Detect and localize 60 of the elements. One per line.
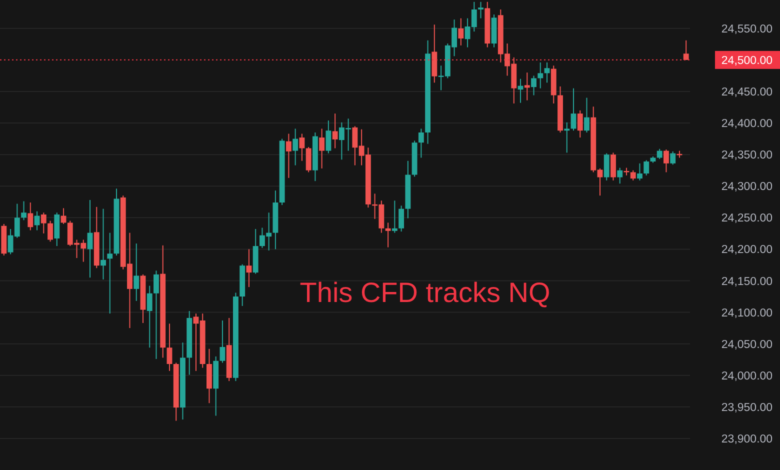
- candlestick: [617, 167, 623, 184]
- candlestick: [531, 75, 536, 96]
- y-tick-label: 24,250.00: [721, 212, 773, 225]
- candlestick: [577, 110, 583, 138]
- candlestick: [166, 323, 172, 372]
- candlestick: [332, 113, 338, 149]
- candlestick: [87, 199, 93, 278]
- candlestick: [570, 88, 576, 132]
- candlestick: [319, 128, 325, 169]
- candlestick: [644, 160, 650, 176]
- candlestick: [306, 146, 312, 173]
- candlestick: [54, 212, 60, 247]
- candlestick: [544, 62, 550, 84]
- candlestick: [656, 148, 662, 160]
- y-tick-label: 24,550.00: [721, 23, 773, 36]
- candlestick: [478, 1, 484, 19]
- candlestick: [107, 232, 113, 314]
- candlestick: [28, 202, 34, 231]
- candlestick: [326, 120, 332, 154]
- y-tick-label: 24,050.00: [721, 338, 773, 351]
- candlestick: [299, 133, 305, 162]
- candlestick: [292, 128, 298, 166]
- candlestick: [604, 152, 610, 181]
- candlestick: [134, 243, 140, 302]
- y-tick-label: 24,100.00: [721, 307, 773, 320]
- candlestick: [40, 212, 46, 234]
- candlestick: [392, 200, 398, 234]
- candlestick: [246, 248, 252, 288]
- candlestick: [154, 270, 159, 360]
- candlestick: [664, 149, 669, 173]
- candlestick: [146, 285, 152, 348]
- candlestick: [524, 72, 530, 101]
- y-tick-label: 24,350.00: [721, 150, 773, 162]
- y-tick-label: 24,300.00: [721, 181, 773, 194]
- candlestick: [630, 170, 636, 181]
- candlestick: [21, 200, 26, 221]
- candlestick: [458, 18, 464, 46]
- candlestick: [564, 122, 570, 154]
- candlestick: [584, 97, 590, 133]
- candlestick: [286, 133, 292, 178]
- candlestick: [637, 162, 642, 181]
- y-tick-label: 24,150.00: [721, 276, 773, 288]
- candlestick: [385, 222, 391, 248]
- ref-line-label: 24,500.00: [721, 54, 773, 67]
- y-tick-label: 24,000.00: [721, 370, 773, 382]
- candlestick: [610, 152, 616, 181]
- y-tick-label: 23,950.00: [721, 402, 773, 414]
- y-tick-label: 24,450.00: [721, 86, 773, 98]
- y-tick-label: 24,200.00: [721, 244, 773, 256]
- candlestick: [670, 150, 676, 166]
- annotation: This CFD tracks NQ: [300, 277, 550, 308]
- candlestick: [538, 62, 544, 89]
- candlestick: [418, 128, 424, 158]
- y-tick-label: 23,900.00: [721, 433, 773, 446]
- candlestick: [220, 320, 226, 364]
- candlestick: [100, 208, 106, 280]
- candlestick: [48, 220, 53, 242]
- candlestick: [683, 40, 689, 60]
- candlestick: [398, 205, 404, 232]
- y-tick-label: 24,400.00: [721, 118, 773, 130]
